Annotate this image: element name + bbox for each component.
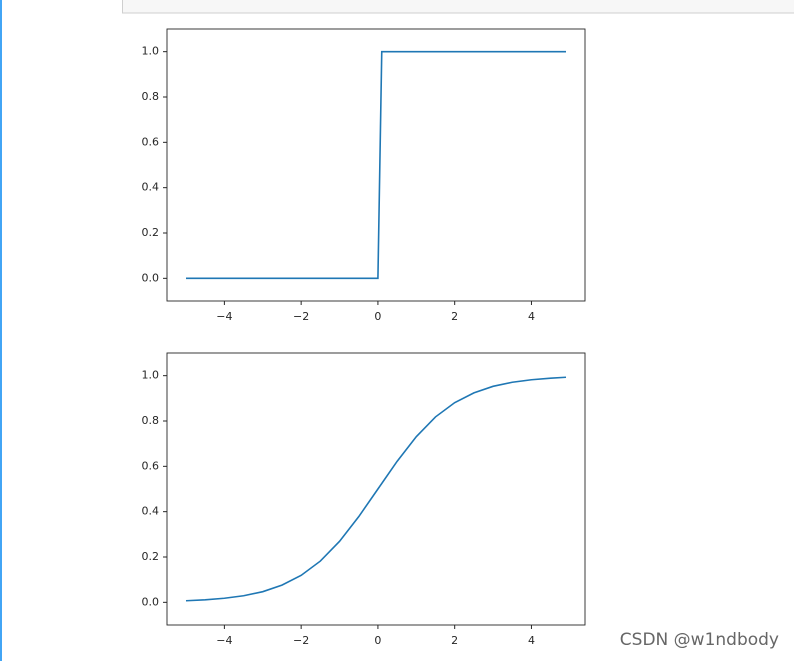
- y-tick-label: 0.8: [142, 90, 160, 103]
- x-tick-label: 0: [374, 310, 381, 323]
- input-area: [122, 0, 794, 14]
- y-tick-label: 0.6: [142, 459, 160, 472]
- cell-border: [0, 0, 2, 661]
- y-tick-label: 1.0: [142, 45, 160, 58]
- x-tick-label: 2: [451, 310, 458, 323]
- axes-frame: [166, 352, 586, 626]
- y-tick-label: 0.0: [142, 595, 160, 608]
- axes-frame: [166, 28, 586, 302]
- x-tick-label: −4: [216, 310, 232, 323]
- y-tick-label: 0.4: [142, 181, 160, 194]
- y-tick-label: 0.0: [142, 271, 160, 284]
- y-tick-label: 0.8: [142, 414, 160, 427]
- y-tick-label: 0.2: [142, 550, 160, 563]
- x-tick-label: −2: [293, 310, 309, 323]
- y-tick-label: 1.0: [142, 369, 160, 382]
- line: [185, 376, 567, 602]
- line: [186, 50, 566, 280]
- x-tick-label: 4: [528, 634, 535, 647]
- x-tick-label: −4: [216, 634, 232, 647]
- watermark: CSDN @w1ndbody: [620, 630, 779, 650]
- y-tick-label: 0.6: [142, 135, 160, 148]
- x-tick-label: −2: [293, 634, 309, 647]
- x-tick-label: 0: [374, 634, 381, 647]
- y-tick-label: 0.2: [142, 226, 160, 239]
- y-tick-label: 0.4: [142, 505, 160, 518]
- x-tick-label: 4: [528, 310, 535, 323]
- x-tick-label: 2: [451, 634, 458, 647]
